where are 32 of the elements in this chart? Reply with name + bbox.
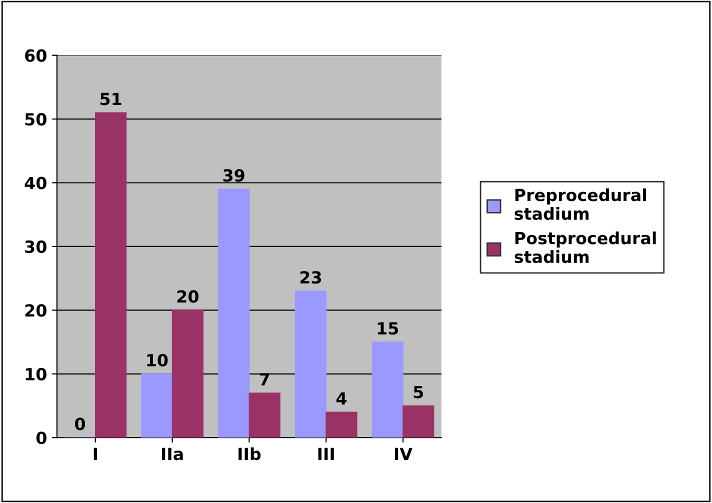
data-label: 15 (378, 322, 398, 335)
bar (248, 392, 280, 438)
data-label: 23 (300, 271, 321, 284)
legend-label: Postprocedural stadium (514, 232, 656, 264)
x-tick-label: IIb (238, 447, 261, 460)
y-tick-label: 20 (25, 304, 46, 317)
x-tick-label: III (318, 448, 334, 460)
data-label: 5 (414, 386, 424, 398)
y-tick-label: 40 (24, 176, 46, 190)
bar (172, 310, 204, 438)
bar (402, 405, 434, 438)
y-tick-label: 50 (25, 113, 46, 126)
data-label: 51 (100, 92, 122, 106)
data-label: 20 (177, 290, 198, 303)
bar (326, 412, 358, 438)
y-tick-label: 30 (25, 240, 46, 254)
x-tick-label: IV (394, 448, 412, 460)
x-tick-label: I (94, 448, 97, 460)
y-tick-label: 0 (36, 432, 46, 444)
bar (294, 290, 327, 438)
y-tick-label: 10 (26, 368, 46, 380)
bar (372, 342, 404, 438)
bar (218, 188, 250, 438)
data-label: 39 (223, 169, 244, 182)
y-tick-label: 60 (25, 49, 46, 62)
data-label: 0 (75, 418, 86, 430)
bar (141, 373, 173, 438)
legend-label: Preprocedural stadium (514, 188, 646, 220)
data-label: 4 (336, 392, 347, 404)
data-label: 10 (147, 354, 168, 366)
x-tick-label: IIa (162, 448, 183, 460)
bar (94, 112, 127, 438)
